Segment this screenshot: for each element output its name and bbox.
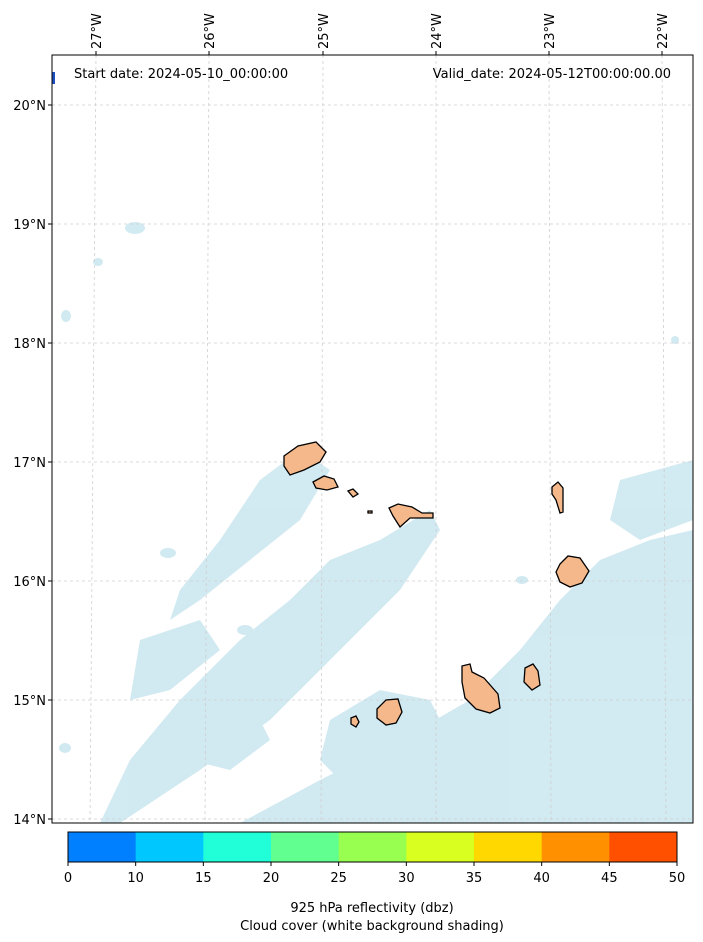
colorbar-tick-label: 10 bbox=[127, 871, 144, 886]
lon-label: 27°W bbox=[90, 13, 105, 49]
colorbar-subtitle: Cloud cover (white background shading) bbox=[240, 919, 504, 934]
island-santa-luzia bbox=[346, 488, 360, 498]
lon-label: 22°W bbox=[656, 13, 671, 49]
colorbar-tick-label: 50 bbox=[669, 871, 686, 886]
island-sal bbox=[551, 481, 564, 514]
lat-label: 16°N bbox=[13, 575, 46, 590]
meridian-line bbox=[661, 54, 667, 824]
colorbar-segment bbox=[541, 832, 610, 862]
lat-label: 14°N bbox=[13, 813, 46, 828]
colorbar-ticks: 0 10 15 20 25 30 35 40 45 50 bbox=[64, 862, 685, 886]
island-sao-nicolau bbox=[388, 503, 434, 528]
colorbar-tick-label: 40 bbox=[533, 871, 550, 886]
island-boa-vista bbox=[555, 555, 590, 588]
map-frame bbox=[51, 54, 694, 824]
colorbar-tick-label: 30 bbox=[398, 871, 415, 886]
lat-label: 20°N bbox=[13, 99, 46, 114]
meridian-line bbox=[204, 54, 210, 824]
valid-date-label: Valid_date: 2024-05-12T00:00:00.00 bbox=[433, 67, 671, 82]
colorbar-title: 925 hPa reflectivity (dbz) bbox=[290, 901, 453, 916]
colorbar-segment bbox=[135, 832, 204, 862]
meridian-line bbox=[320, 54, 324, 824]
colorbar-tick-label: 0 bbox=[64, 871, 72, 886]
edge-marker bbox=[52, 72, 55, 84]
lat-label: 19°N bbox=[13, 218, 46, 233]
island-ilheu bbox=[367, 510, 373, 514]
latitude-labels: 20°N 19°N 18°N 17°N 16°N 15°N 14°N bbox=[13, 99, 46, 828]
longitude-labels: 27°W 26°W 25°W 24°W 23°W 22°W bbox=[90, 13, 671, 49]
colorbar-segment bbox=[406, 832, 475, 862]
colorbar-segment bbox=[68, 832, 137, 862]
colorbar-tick-label: 15 bbox=[195, 871, 212, 886]
island-brava bbox=[350, 715, 360, 728]
lat-label: 17°N bbox=[13, 456, 46, 471]
lon-label: 24°W bbox=[430, 13, 445, 49]
graticule bbox=[52, 54, 693, 824]
lon-label: 25°W bbox=[317, 13, 332, 49]
colorbar-tick-label: 45 bbox=[601, 871, 618, 886]
colorbar-segment bbox=[609, 832, 678, 862]
meridian-line bbox=[89, 54, 97, 824]
island-santiago bbox=[461, 663, 501, 714]
lon-label: 26°W bbox=[203, 13, 218, 49]
colorbar-segment bbox=[338, 832, 407, 862]
colorbar bbox=[67, 831, 678, 863]
lat-label: 15°N bbox=[13, 694, 46, 709]
island-santo-antao bbox=[283, 441, 327, 476]
colorbar-border bbox=[67, 831, 678, 863]
start-date-label: Start date: 2024-05-10_00:00:00 bbox=[74, 67, 288, 82]
colorbar-segment bbox=[203, 832, 272, 862]
island-sao-vicente bbox=[312, 475, 339, 491]
colorbar-tick-label: 20 bbox=[263, 871, 280, 886]
cloud-cover-shading bbox=[59, 222, 693, 823]
colorbar-segment bbox=[474, 832, 543, 862]
island-fogo bbox=[376, 698, 403, 726]
island-maio bbox=[523, 663, 541, 691]
lat-label: 18°N bbox=[13, 337, 46, 352]
meridian-line bbox=[548, 54, 552, 824]
axis-ticks bbox=[48, 51, 663, 820]
lon-label: 23°W bbox=[543, 13, 558, 49]
colorbar-tick-label: 25 bbox=[330, 871, 347, 886]
colorbar-tick-label: 35 bbox=[466, 871, 483, 886]
colorbar-segment bbox=[271, 832, 340, 862]
islands bbox=[283, 441, 590, 728]
